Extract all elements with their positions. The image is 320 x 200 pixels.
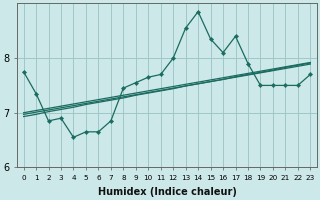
X-axis label: Humidex (Indice chaleur): Humidex (Indice chaleur)	[98, 187, 236, 197]
